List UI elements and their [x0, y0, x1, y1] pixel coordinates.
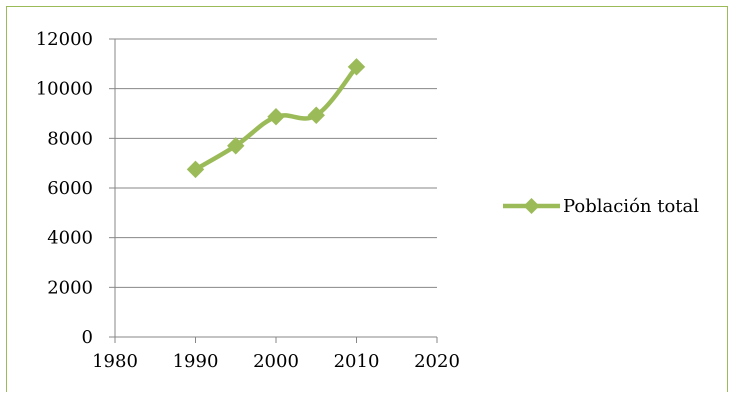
legend: Población total [503, 196, 699, 217]
legend-diamond-marker [523, 198, 540, 214]
data-point-marker [267, 108, 285, 126]
y-tick-label: 8000 [47, 128, 93, 149]
gridlines [115, 38, 437, 288]
y-tick-label: 12000 [36, 29, 93, 50]
chart-frame [6, 6, 728, 392]
x-tick-label: 2000 [253, 351, 299, 372]
y-tick-label: 6000 [47, 178, 93, 199]
data-point-marker [347, 58, 366, 76]
y-tick-label: 2000 [47, 277, 93, 298]
y-tick-label: 4000 [47, 228, 93, 249]
y-tick-label: 10000 [36, 79, 93, 100]
x-tick-label: 2020 [414, 351, 460, 372]
y-axis-ticks: 0 2000 4000 6000 8000 10000 12000 [36, 29, 115, 348]
data-point-marker [227, 137, 245, 155]
series-layer [186, 58, 366, 179]
data-point-marker [186, 160, 205, 179]
x-tick-label: 1980 [92, 351, 138, 372]
legend-label: Población total [563, 196, 699, 217]
x-axis-ticks: 1980 1990 2000 2010 2020 [92, 337, 460, 372]
x-tick-label: 2010 [334, 351, 380, 372]
y-tick-label: 0 [82, 327, 93, 348]
data-point-marker [307, 106, 325, 124]
x-tick-label: 1990 [173, 351, 219, 372]
